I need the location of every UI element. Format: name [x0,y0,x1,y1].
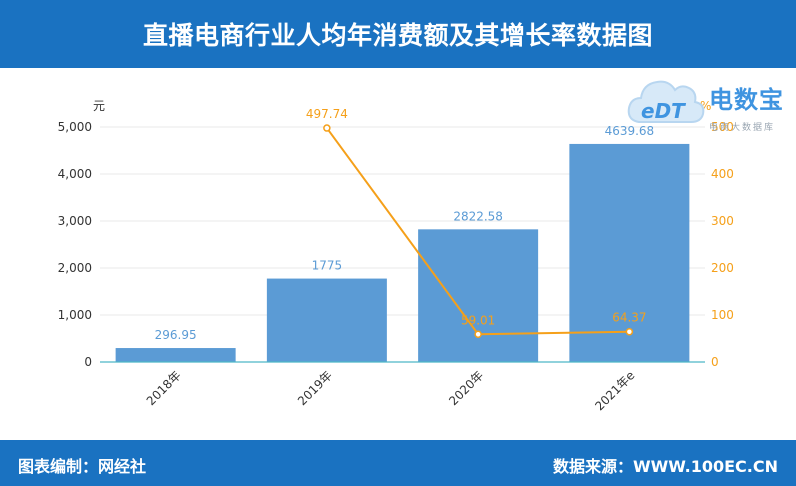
logo-brand: 电数宝 [709,86,784,114]
left-tick-label: 1,000 [58,308,92,322]
right-tick-label: 500 [711,120,734,134]
right-tick-label: 200 [711,261,734,275]
line-point [474,330,482,339]
bar [418,229,539,362]
line-data-label: 497.74 [306,107,348,121]
line-point [323,124,331,132]
x-tick-label: 2021年e [592,368,637,413]
chart-svg: 0 1,000 2,000 3,000 4,000 5,000 0 100 200 300 400 5… [58,99,734,413]
logo-sub: 电商大数据库 [709,123,776,133]
x-tick-label: 2019年 [295,368,335,408]
right-axis-unit: % [700,99,711,113]
chart-area: 0 1,000 2,000 3,000 4,000 5,000 0 100 200 300 400 5… [0,68,796,440]
right-tick-label: 400 [711,167,734,181]
bar-data-label: 1775 [312,259,343,273]
bar-data-label: 296.95 [155,328,197,342]
right-tick-label: 100 [711,308,734,322]
line-point [625,327,634,336]
svg-text:eDT: eDT [641,99,686,123]
footer-source: 数据来源：WWW.100EC.CN [552,457,778,476]
x-tick-label: 2018年 [144,368,184,408]
bar [266,278,387,362]
left-axis-unit: 元 [93,99,105,113]
left-tick-label: 5,000 [58,120,92,134]
line-data-label: 59.01 [461,313,495,327]
footer-credit: 图表编制：网经社 [18,457,147,476]
logo: eDT 电数宝 电商大数据库 [625,70,795,140]
header-bar: 直播电商行业人均年消费额及其增长率数据图 [0,0,796,68]
right-tick-label: 0 [711,355,719,369]
left-tick-label: 3,000 [58,214,92,228]
cloud-logo-icon: eDT [627,80,705,123]
right-tick-label: 300 [711,214,734,228]
line-data-label: 64.37 [612,311,646,325]
left-tick-label: 0 [84,355,92,369]
bar [569,143,690,362]
left-tick-label: 4,000 [58,167,92,181]
bar [115,348,236,362]
left-tick-label: 2,000 [58,261,92,275]
chart-title: 直播电商行业人均年消费额及其增长率数据图 [142,21,653,50]
bar-data-label: 2822.58 [453,209,503,223]
x-tick-label: 2020年 [446,368,486,408]
footer-bar: 图表编制：网经社 数据来源：WWW.100EC.CN [0,440,796,486]
bar-data-label: 4639.68 [605,124,655,138]
